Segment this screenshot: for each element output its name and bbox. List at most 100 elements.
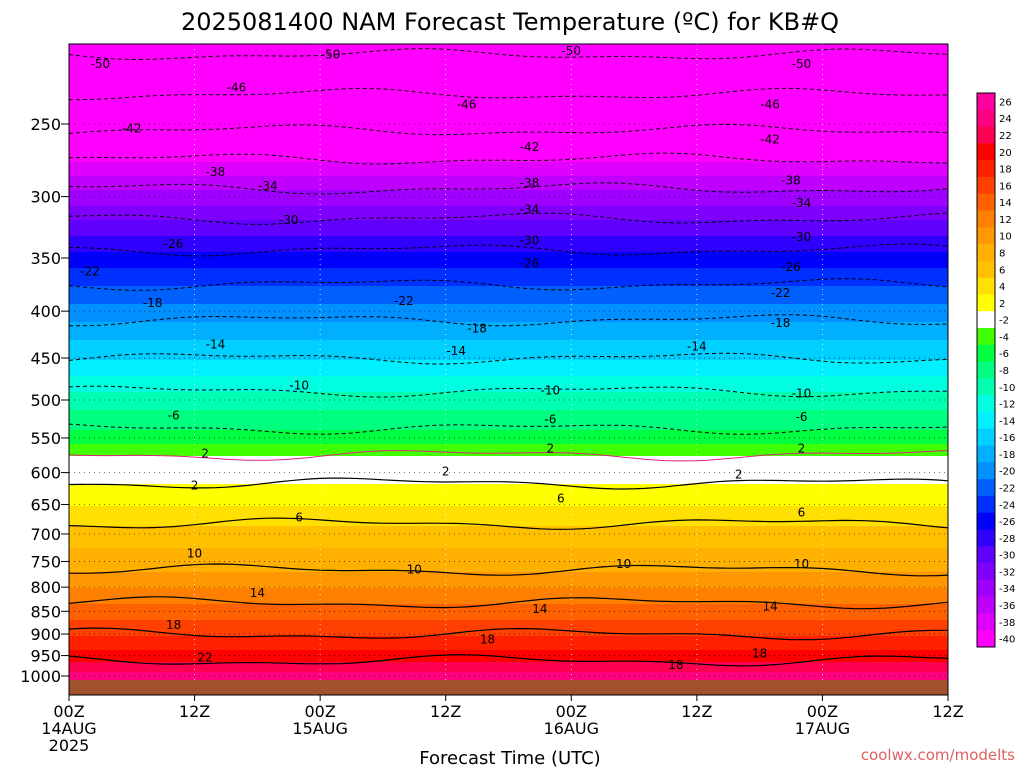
contour-lines bbox=[69, 48, 948, 667]
colorbar-swatch bbox=[977, 328, 995, 346]
temperature-band-row bbox=[69, 272, 948, 275]
temperature-band-row bbox=[69, 624, 948, 627]
contour-label: -42 bbox=[520, 140, 540, 154]
temperature-band-row bbox=[69, 244, 948, 247]
contour-label: -34 bbox=[258, 179, 278, 193]
contour-label: -50 bbox=[561, 44, 581, 58]
contour-label: 10 bbox=[794, 557, 809, 571]
temperature-band-row bbox=[69, 598, 948, 601]
surface-ground-strip bbox=[69, 680, 948, 695]
temperature-band-row bbox=[69, 478, 948, 481]
temperature-band-row bbox=[69, 48, 948, 51]
temperature-band-row bbox=[69, 384, 948, 387]
temperature-band-row bbox=[69, 192, 948, 195]
temperature-band-row bbox=[69, 398, 948, 401]
temperature-band-row bbox=[69, 410, 948, 413]
temperature-band-row bbox=[69, 302, 948, 305]
colorbar-label: -18 bbox=[999, 450, 1015, 461]
contour-label: -26 bbox=[164, 237, 184, 251]
temperature-band-row bbox=[69, 128, 948, 131]
temperature-band-row bbox=[69, 480, 948, 483]
temperature-band-row bbox=[69, 150, 948, 153]
temperature-band-row bbox=[69, 568, 948, 571]
temperature-band-row bbox=[69, 408, 948, 411]
temperature-band-row bbox=[69, 530, 948, 533]
temperature-band-row bbox=[69, 558, 948, 561]
colorbar-label: -36 bbox=[999, 601, 1015, 612]
temperature-band-row bbox=[69, 542, 948, 545]
temperature-band-row bbox=[69, 490, 948, 493]
colorbar-label: -34 bbox=[999, 584, 1015, 595]
temperature-band-row bbox=[69, 274, 948, 277]
colorbar-label: -32 bbox=[999, 567, 1015, 578]
temperature-band-row bbox=[69, 524, 948, 527]
colorbar-swatch bbox=[977, 361, 995, 379]
temperature-band-row bbox=[69, 536, 948, 539]
contour-label: -10 bbox=[792, 387, 812, 401]
isotherm-line bbox=[69, 627, 948, 641]
temperature-band-row bbox=[69, 88, 948, 91]
colorbar-label: -16 bbox=[999, 433, 1015, 444]
temperature-band-row bbox=[69, 454, 948, 457]
x-tick-label: 12Z bbox=[179, 702, 210, 721]
x-tick-label: 2025 bbox=[49, 736, 90, 755]
temperature-band-row bbox=[69, 326, 948, 329]
temperature-band-row bbox=[69, 308, 948, 311]
temperature-band-row bbox=[69, 50, 948, 53]
contour-label: 22 bbox=[197, 651, 212, 665]
temperature-band-row bbox=[69, 508, 948, 511]
temperature-band-row bbox=[69, 632, 948, 635]
temperature-band-row bbox=[69, 462, 948, 465]
temperature-band-row bbox=[69, 620, 948, 623]
temperature-band-row bbox=[69, 120, 948, 123]
temperature-band-row bbox=[69, 548, 948, 551]
temperature-band-row bbox=[69, 278, 948, 281]
colorbar-label: -28 bbox=[999, 534, 1015, 545]
temperature-band-row bbox=[69, 560, 948, 563]
temperature-band-row bbox=[69, 504, 948, 507]
temperature-band-row bbox=[69, 224, 948, 227]
temperature-band-row bbox=[69, 266, 948, 269]
temperature-band-row bbox=[69, 426, 948, 429]
temperature-band-row bbox=[69, 608, 948, 611]
contour-label: 6 bbox=[798, 505, 806, 519]
temperature-band-row bbox=[69, 450, 948, 453]
colorbar-label: -8 bbox=[999, 366, 1009, 377]
temperature-band-row bbox=[69, 654, 948, 657]
isotherm-line bbox=[69, 517, 948, 530]
temperature-band-row bbox=[69, 254, 948, 257]
temperature-band-row bbox=[69, 614, 948, 617]
y-tick-label: 900 bbox=[30, 625, 61, 644]
temperature-band-row bbox=[69, 386, 948, 389]
temperature-band-row bbox=[69, 188, 948, 191]
y-tick-label: 650 bbox=[30, 495, 61, 514]
temperature-band-row bbox=[69, 380, 948, 383]
temperature-band-row bbox=[69, 220, 948, 223]
temperature-band-row bbox=[69, 268, 948, 271]
temperature-band-row bbox=[69, 322, 948, 325]
temperature-band-row bbox=[69, 144, 948, 147]
temperature-band-row bbox=[69, 458, 948, 461]
y-tick-label: 500 bbox=[30, 391, 61, 410]
colorbar-swatch bbox=[977, 613, 995, 631]
colorbar-swatch bbox=[977, 529, 995, 547]
temperature-band-row bbox=[69, 186, 948, 189]
temperature-band-row bbox=[69, 476, 948, 479]
contour-label: 10 bbox=[616, 557, 631, 571]
credit-text: coolwx.com/modelts bbox=[861, 746, 1015, 764]
contour-labels: -50 -50 -50 -50 -46 -46 -46 -42 -42 -42 -38 -38 -38 -… bbox=[80, 44, 811, 672]
colorbar-label: -12 bbox=[999, 400, 1015, 411]
temperature-band-row bbox=[69, 58, 948, 61]
temperature-band-row bbox=[69, 324, 948, 327]
temperature-band-row bbox=[69, 142, 948, 145]
contour-label: -14 bbox=[687, 339, 707, 353]
temperature-band-row bbox=[69, 376, 948, 379]
temperature-band-row bbox=[69, 84, 948, 87]
temperature-band-row bbox=[69, 422, 948, 425]
colorbar-swatch bbox=[977, 428, 995, 447]
temperature-band-row bbox=[69, 238, 948, 241]
colorbar-label: 26 bbox=[999, 97, 1012, 108]
temperature-band-row bbox=[69, 340, 948, 343]
temperature-band-row bbox=[69, 78, 948, 81]
plot-frame bbox=[68, 43, 949, 696]
